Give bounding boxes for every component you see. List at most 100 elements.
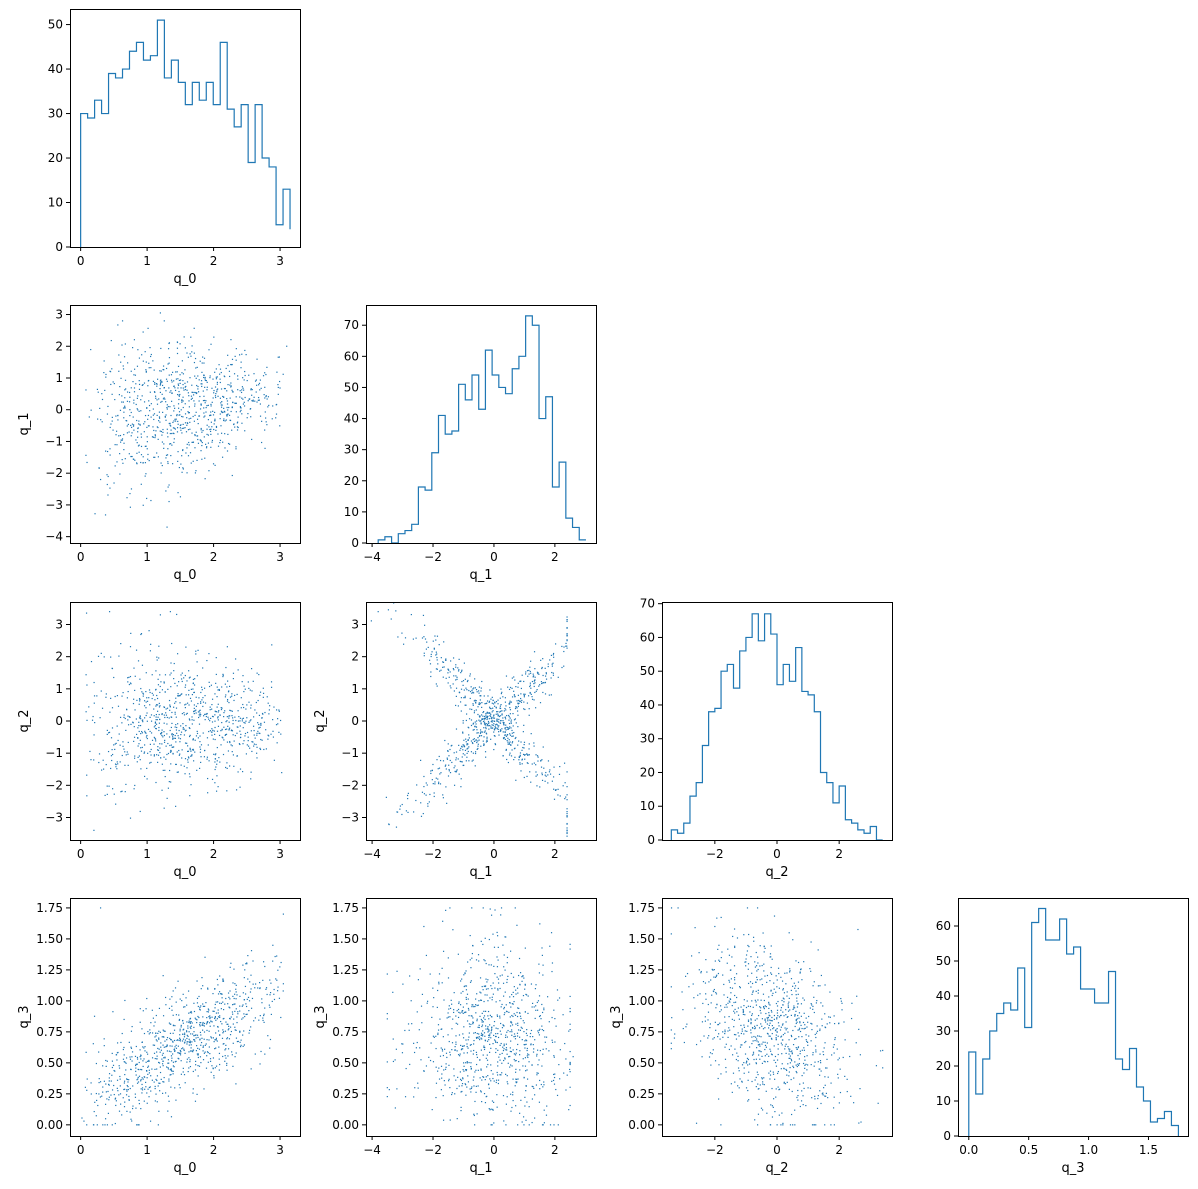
scatter-point: [189, 1061, 191, 1063]
scatter-point: [507, 1029, 509, 1032]
scatter-point: [495, 1035, 497, 1038]
scatter-point: [242, 403, 244, 405]
scatter-point: [262, 692, 265, 694]
scatter-point: [566, 586, 567, 587]
scatter-point: [509, 734, 512, 736]
scatter-point: [426, 1000, 429, 1002]
y-tick-label: 30: [48, 107, 63, 121]
scatter-point: [494, 743, 496, 745]
scatter-point: [524, 1096, 526, 1098]
scatter-point: [220, 404, 222, 406]
scatter-point: [104, 389, 106, 392]
scatter-point: [113, 1069, 115, 1072]
scatter-point: [122, 1048, 124, 1051]
scatter-point: [251, 400, 253, 402]
scatter-point: [111, 420, 113, 422]
scatter-point: [144, 717, 146, 719]
scatter-point: [203, 687, 206, 689]
scatter-point: [510, 1110, 512, 1112]
scatter-point: [735, 1034, 737, 1036]
scatter-point: [241, 681, 243, 683]
scatter-point: [213, 1010, 215, 1012]
scatter-point: [409, 1063, 411, 1066]
scatter-point: [495, 713, 497, 715]
scatter-point: [183, 1049, 185, 1052]
scatter-point: [214, 1039, 216, 1041]
scatter-point: [177, 1045, 179, 1047]
scatter-point: [521, 758, 523, 760]
scatter-point: [483, 744, 485, 746]
scatter-point: [140, 483, 142, 485]
scatter-point: [487, 1010, 490, 1013]
scatter-point: [493, 714, 495, 716]
scatter-point: [497, 989, 499, 991]
scatter-point: [150, 1022, 152, 1024]
scatter-point: [453, 752, 455, 754]
scatter-point: [270, 686, 273, 688]
scatter-point: [198, 723, 201, 725]
scatter-point: [159, 380, 162, 382]
scatter-point: [219, 975, 221, 977]
scatter-point: [757, 968, 759, 971]
scatter-point: [211, 731, 213, 733]
scatter-point: [205, 1002, 207, 1004]
scatter-point: [468, 718, 471, 720]
scatter-point: [185, 703, 187, 705]
scatter-point: [229, 1007, 231, 1009]
scatter-point: [498, 982, 500, 984]
scatter-point: [226, 400, 229, 402]
scatter-point: [130, 1046, 132, 1048]
scatter-point: [169, 706, 171, 708]
scatter-point: [526, 1055, 528, 1057]
scatter-point: [179, 1049, 181, 1052]
scatter-point: [510, 727, 512, 729]
scatter-point: [572, 1056, 574, 1058]
scatter-point: [537, 1064, 539, 1066]
scatter-point: [195, 709, 197, 711]
scatter-point: [499, 1059, 501, 1061]
scatter-point: [199, 1025, 201, 1027]
scatter-point: [226, 403, 229, 405]
scatter-point: [168, 1022, 171, 1024]
scatter-point: [510, 1006, 512, 1008]
scatter-point: [146, 700, 149, 702]
scatter-point: [508, 754, 511, 756]
scatter-point: [545, 673, 547, 675]
scatter-point: [568, 1109, 570, 1111]
scatter-point: [165, 419, 167, 421]
scatter-point: [127, 1081, 129, 1083]
scatter-point: [212, 397, 214, 399]
scatter-point: [130, 370, 132, 372]
scatter-point: [520, 770, 522, 772]
scatter-point: [166, 380, 168, 382]
scatter-point: [215, 368, 217, 370]
scatter-point: [478, 960, 480, 962]
scatter-point: [274, 955, 276, 958]
scatter-point: [139, 423, 141, 426]
scatter-point: [762, 1028, 765, 1030]
scatter-point: [103, 1045, 105, 1047]
scatter-point: [448, 1005, 450, 1007]
scatter-point: [496, 719, 498, 721]
scatter-point: [488, 701, 490, 703]
scatter-point: [181, 712, 183, 715]
scatter-point: [142, 1010, 144, 1012]
scatter-point: [149, 743, 151, 745]
scatter-point: [819, 1090, 821, 1092]
scatter-point: [515, 989, 517, 991]
scatter-point: [244, 985, 247, 988]
scatter-point: [246, 744, 248, 746]
scatter-point: [184, 758, 187, 760]
scatter-point: [436, 668, 438, 670]
y-axis-label: q_1: [17, 412, 32, 435]
scatter-point: [199, 1022, 201, 1024]
scatter-point: [159, 1051, 161, 1053]
scatter-point: [199, 1031, 202, 1034]
scatter-point: [133, 740, 135, 742]
scatter-point: [161, 1058, 163, 1060]
scatter-point: [497, 720, 499, 722]
scatter-point: [275, 978, 277, 980]
scatter-point: [535, 1005, 537, 1007]
scatter-point: [483, 711, 485, 713]
scatter-point: [138, 717, 141, 719]
